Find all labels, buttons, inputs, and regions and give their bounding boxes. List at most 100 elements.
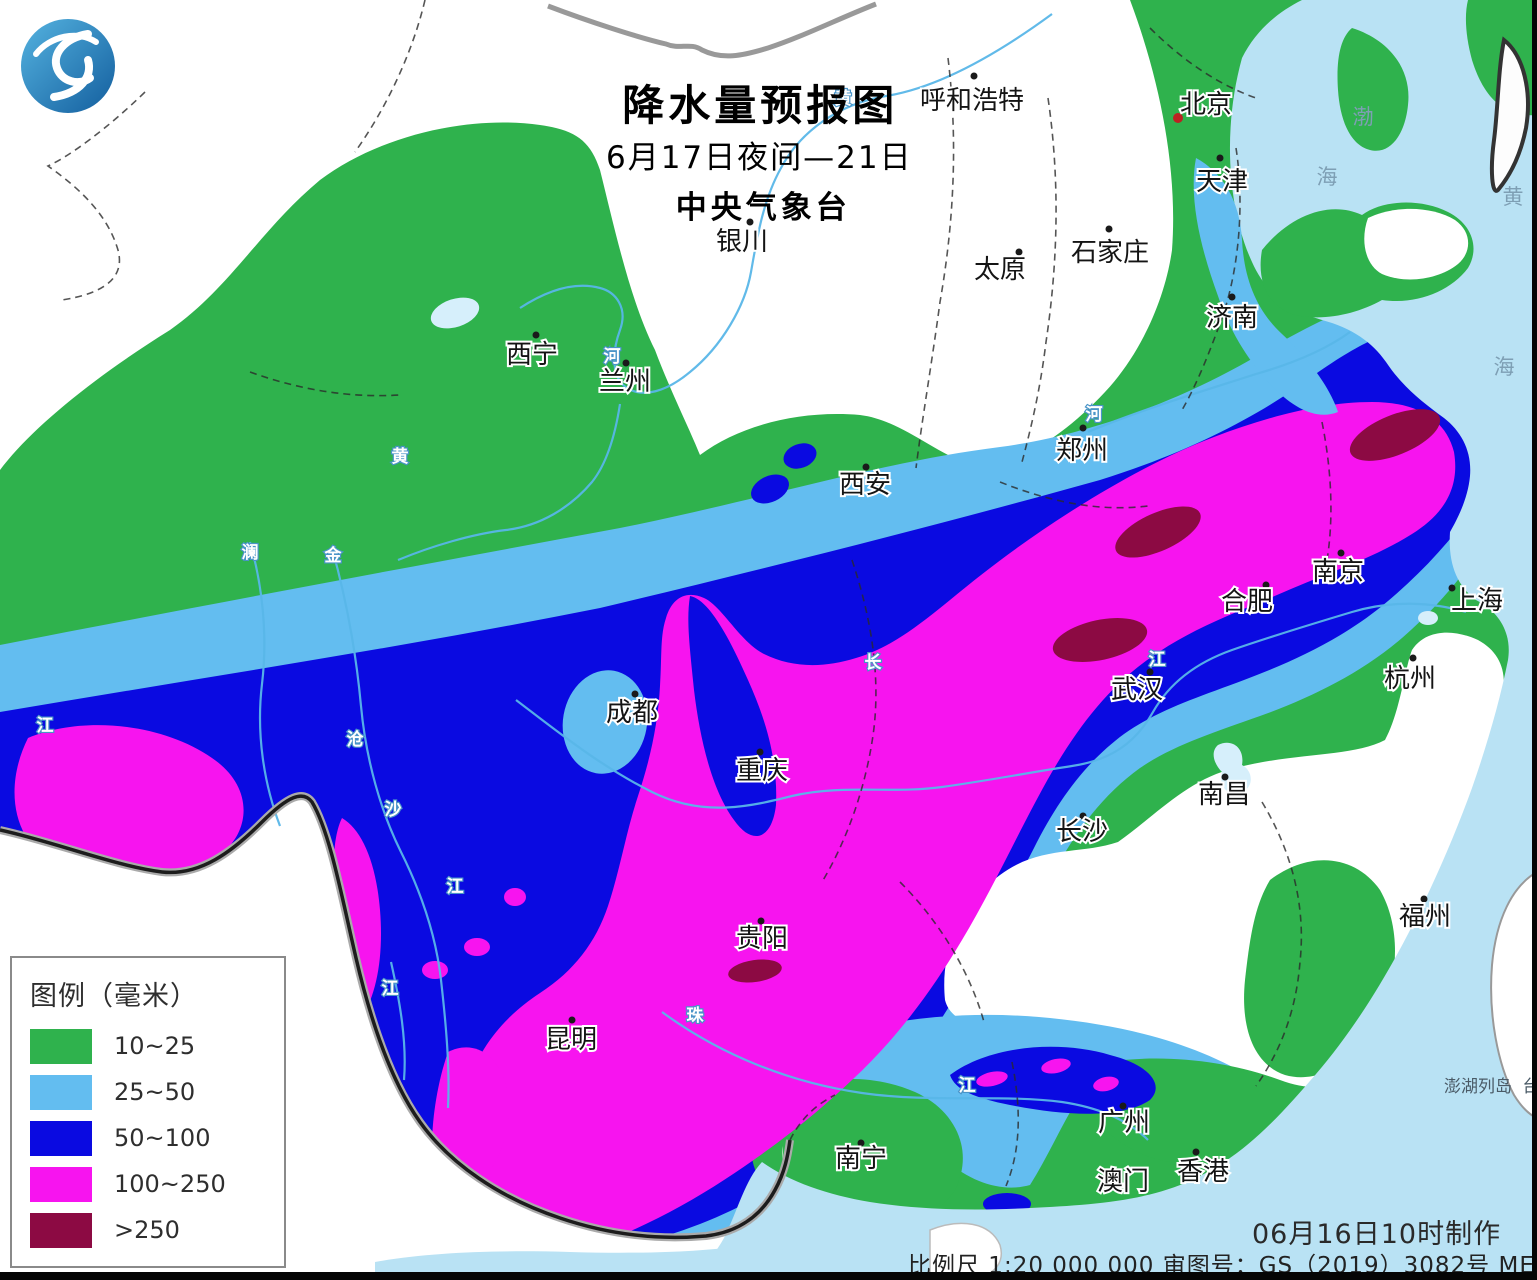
city-dot — [1221, 773, 1229, 781]
land-taiwan — [1490, 870, 1537, 1120]
province-border — [354, 0, 426, 153]
city-dot — [1119, 1102, 1127, 1110]
legend-item: >250 — [30, 1207, 284, 1253]
river-label: 江 — [959, 1076, 976, 1096]
city-dot — [862, 463, 870, 471]
lightblue-strip-tianjin — [1193, 158, 1338, 415]
river-label: 江 — [447, 877, 464, 897]
darkred-core-guizhou — [728, 959, 782, 983]
river-label: 长 — [865, 652, 883, 673]
city-dot — [1420, 895, 1428, 903]
river-label: 沧 — [347, 729, 364, 750]
legend-item: 100~250 — [30, 1161, 284, 1207]
river-label: 澜 — [242, 542, 259, 563]
city-dot — [857, 1139, 865, 1147]
lake-qinghai — [430, 297, 480, 329]
city-dot — [1079, 812, 1087, 820]
legend-swatch-blue — [30, 1120, 92, 1156]
national-border-sw — [0, 794, 792, 1240]
magenta-dot — [422, 961, 448, 979]
magenta-dot — [504, 888, 526, 906]
city-dot — [1228, 293, 1236, 301]
river-yellow-upper — [519, 13, 1053, 394]
city-label: 银川 — [716, 227, 768, 257]
city-label: 杭州 — [1384, 664, 1436, 694]
city-label: 合肥 — [1221, 587, 1273, 617]
province-border — [46, 91, 146, 301]
city-dot — [1409, 654, 1417, 662]
legend-rows: 10~25 25~50 50~100 100~250 >250 — [30, 1023, 284, 1253]
production-timestamp: 06月16日10时制作 — [1252, 1219, 1502, 1250]
river-lancang — [248, 541, 282, 827]
river-nu — [389, 961, 406, 1081]
legend-label: 50~100 — [114, 1124, 211, 1152]
city-label: 南宁 — [835, 1144, 887, 1174]
legend-item: 50~100 — [30, 1115, 284, 1161]
province-border — [1149, 27, 1257, 99]
river-label: 金 — [324, 545, 343, 566]
province-border — [1021, 97, 1057, 463]
legend-box: 图例（毫米） 10~25 25~50 50~100 100~250 >250 — [10, 956, 286, 1268]
city-label: 石家庄 — [1071, 238, 1149, 268]
city-label: 呼和浩特 — [920, 86, 1024, 116]
cma-logo — [21, 19, 115, 113]
river-label: 江 — [1149, 650, 1166, 670]
city-dot — [970, 72, 978, 80]
blue-patch-shaanxi — [751, 474, 789, 504]
island-label: 澎湖列岛 — [1444, 1077, 1512, 1097]
city-dot — [1105, 225, 1113, 233]
city-label: 上海 — [1451, 586, 1503, 616]
magenta-dot-coast — [1041, 1058, 1071, 1074]
province-border — [1255, 801, 1303, 1087]
river-pearl — [661, 1011, 1149, 1141]
land-shandong-tip — [1364, 208, 1469, 280]
river-label: 黄 — [392, 446, 409, 467]
sea-label: 渤 — [1353, 105, 1374, 129]
magenta-dot-coast — [976, 1071, 1008, 1087]
legend-item: 25~50 — [30, 1069, 284, 1115]
river-label: 江 — [37, 716, 54, 736]
river-label: 河 — [1086, 405, 1103, 425]
city-label: 香港 — [1177, 1157, 1229, 1187]
sea-label: 黄 — [1503, 185, 1524, 209]
city-dot — [746, 218, 754, 226]
city-dot — [1216, 154, 1224, 162]
legend-swatch-magenta — [30, 1166, 92, 1202]
city-label: 济南 — [1206, 303, 1258, 333]
city-dot — [1173, 113, 1183, 123]
river-yellow-qinghai — [397, 403, 622, 562]
city-label: 南京 — [1312, 557, 1364, 587]
border-north-korea — [1489, 36, 1530, 193]
legend-label: 25~50 — [114, 1078, 196, 1106]
city-label: 天津 — [1196, 167, 1248, 197]
city-label: 武汉 — [1111, 675, 1163, 705]
city-dot — [1146, 668, 1154, 676]
city-label: 兰州 — [599, 367, 651, 397]
province-border — [899, 881, 985, 1023]
lake-taihu — [1418, 611, 1438, 625]
city-label: 重庆 — [736, 756, 788, 786]
city-dot — [622, 359, 630, 367]
legend-label: >250 — [114, 1216, 180, 1244]
sea-gulf-tonkin — [375, 1232, 790, 1278]
city-label: 西宁 — [506, 340, 558, 370]
city-dot — [756, 748, 764, 756]
city-dot — [568, 1016, 576, 1024]
city-dot — [1079, 424, 1087, 432]
city-label: 澳门 — [1097, 1167, 1149, 1197]
magenta-dot-coast — [1093, 1076, 1119, 1092]
legend-swatch-lightblue — [30, 1074, 92, 1110]
magenta-dot — [464, 938, 490, 956]
darkred-core-jiangsu — [1349, 409, 1441, 461]
city-label: 太原 — [974, 255, 1026, 285]
province-border — [249, 371, 401, 397]
city-label: 福州 — [1399, 902, 1451, 932]
province-border — [1181, 147, 1241, 411]
province-border — [1321, 421, 1332, 567]
river-label: 珠 — [687, 1006, 705, 1026]
city-label: 西安 — [839, 470, 891, 500]
city-dot — [1015, 248, 1023, 256]
city-label: 成都 — [606, 698, 658, 728]
blue-patch-shaanxi — [783, 443, 817, 469]
